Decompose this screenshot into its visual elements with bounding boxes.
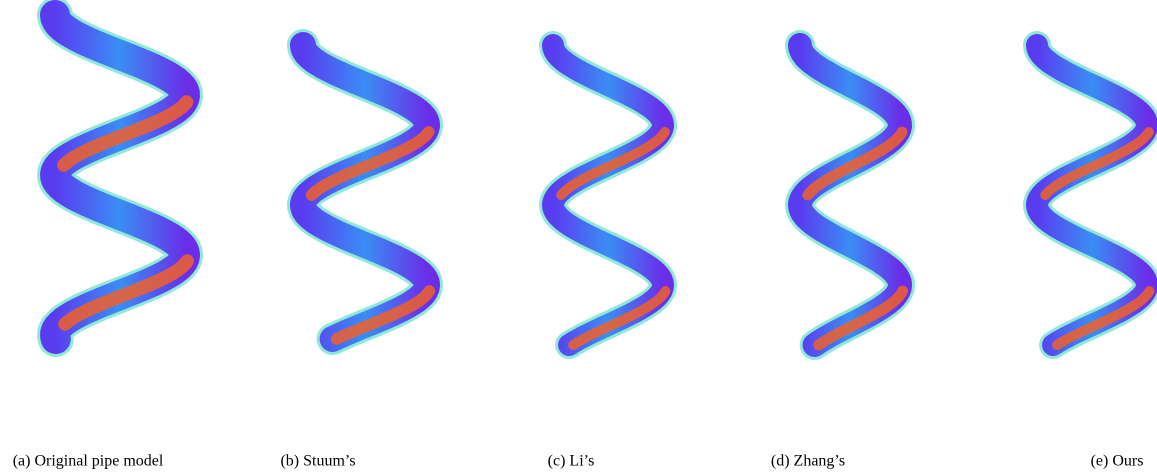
caption: (e) Ours	[1091, 453, 1144, 470]
caption: (a) Original pipe model	[13, 453, 164, 470]
caption: (c) Li’s	[548, 453, 595, 470]
figure: (a) Original pipe model (b) Stuum’s (c) Li…	[0, 0, 1157, 474]
caption: (d) Zhang’s	[771, 453, 845, 470]
caption: (b) Stuum’s	[280, 453, 355, 470]
